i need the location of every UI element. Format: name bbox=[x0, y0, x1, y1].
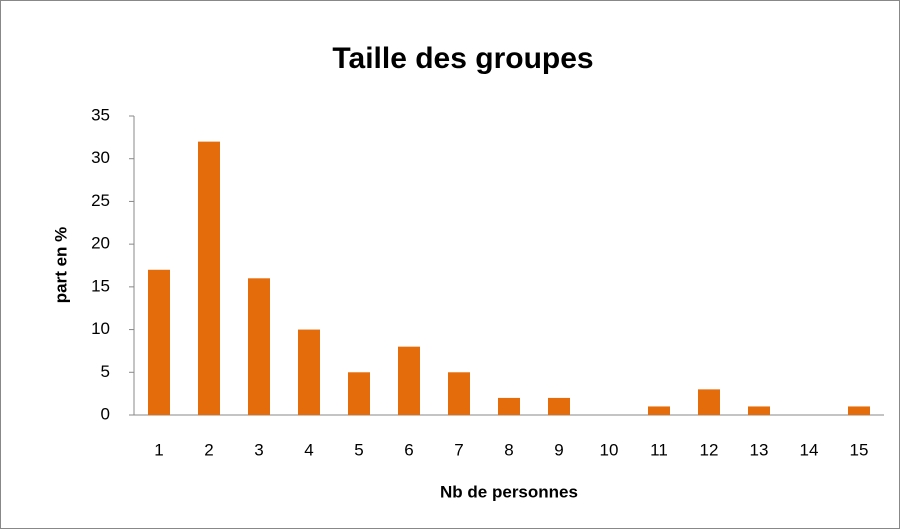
y-tick-label: 30 bbox=[91, 148, 110, 167]
bar bbox=[398, 346, 420, 415]
x-tick-label: 8 bbox=[504, 440, 513, 459]
y-tick-label: 5 bbox=[101, 362, 110, 381]
y-tick-label: 10 bbox=[91, 319, 110, 338]
y-tick-label: 0 bbox=[101, 404, 110, 423]
bar bbox=[648, 406, 670, 415]
x-tick-label: 1 bbox=[154, 440, 163, 459]
x-tick-label: 7 bbox=[454, 440, 463, 459]
x-tick-label: 15 bbox=[850, 440, 869, 459]
bar bbox=[698, 389, 720, 415]
x-tick-label: 14 bbox=[800, 440, 819, 459]
x-tick-label: 3 bbox=[254, 440, 263, 459]
bar bbox=[848, 406, 870, 415]
x-tick-label: 6 bbox=[404, 440, 413, 459]
x-tick-label: 4 bbox=[304, 440, 313, 459]
x-tick-label: 2 bbox=[204, 440, 213, 459]
x-axis-title: Nb de personnes bbox=[440, 482, 578, 501]
y-axis-title: part en % bbox=[51, 227, 70, 304]
x-tick-label: 5 bbox=[354, 440, 363, 459]
bar bbox=[298, 329, 320, 415]
y-tick-label: 35 bbox=[91, 105, 110, 124]
bar bbox=[748, 406, 770, 415]
bar bbox=[448, 372, 470, 415]
y-tick-label: 15 bbox=[91, 276, 110, 295]
x-tick-label: 12 bbox=[700, 440, 719, 459]
bar bbox=[548, 397, 570, 415]
bar bbox=[498, 397, 520, 415]
x-tick-label: 9 bbox=[554, 440, 563, 459]
bar bbox=[248, 278, 270, 415]
chart-title: Taille des groupes bbox=[332, 42, 593, 75]
x-tick-label: 10 bbox=[600, 440, 619, 459]
bar bbox=[198, 141, 220, 415]
bar bbox=[348, 372, 370, 415]
bar bbox=[148, 269, 170, 415]
y-tick-label: 25 bbox=[91, 191, 110, 210]
x-tick-label: 11 bbox=[650, 440, 668, 459]
x-tick-label: 13 bbox=[750, 440, 769, 459]
y-tick-label: 20 bbox=[91, 234, 110, 253]
